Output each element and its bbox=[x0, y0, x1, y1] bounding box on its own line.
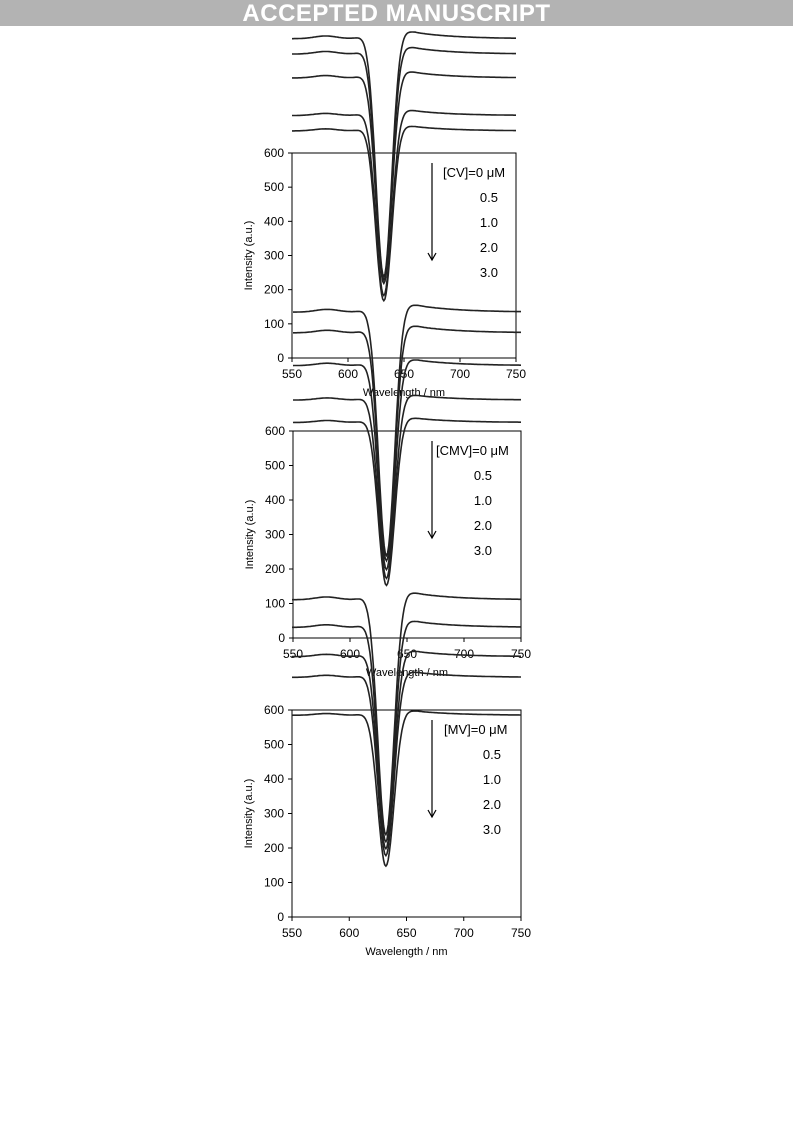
legend-entry-3: 2.0 bbox=[480, 240, 498, 255]
series-line-3 bbox=[293, 394, 521, 580]
plot-frame bbox=[291, 709, 522, 918]
legend-entry-1: 0.5 bbox=[483, 747, 501, 762]
legend-entry-1: 0.5 bbox=[480, 190, 498, 205]
x-tick-label: 700 bbox=[450, 367, 470, 381]
y-tick-label: 500 bbox=[264, 180, 284, 194]
y-tick-label: 200 bbox=[265, 562, 285, 576]
legend-entry-3: 2.0 bbox=[483, 797, 501, 812]
y-tick-label: 400 bbox=[264, 214, 284, 228]
legend-entry-2: 1.0 bbox=[480, 215, 498, 230]
x-axis-label: Wavelength / nm bbox=[366, 667, 448, 679]
legend-entry-3: 2.0 bbox=[474, 518, 492, 533]
legend-entry-2: 1.0 bbox=[474, 493, 492, 508]
x-tick-label: 600 bbox=[338, 367, 358, 381]
series-line-4 bbox=[292, 125, 516, 303]
accepted-manuscript-banner: ACCEPTED MANUSCRIPT bbox=[0, 0, 793, 27]
y-tick-label: 100 bbox=[264, 317, 284, 331]
y-axis-label: Intensity (a.u.) bbox=[244, 500, 256, 570]
y-tick-label: 200 bbox=[264, 841, 284, 855]
y-axis-label: Intensity (a.u.) bbox=[243, 779, 255, 849]
series-line-4 bbox=[291, 710, 521, 868]
x-tick-label: 750 bbox=[506, 367, 526, 381]
trend-arrow-head bbox=[427, 252, 437, 262]
series-line-2 bbox=[292, 650, 521, 851]
series-line-1 bbox=[293, 325, 521, 563]
series-line-0 bbox=[293, 304, 521, 558]
plot-frame bbox=[292, 430, 522, 639]
y-tick-label: 100 bbox=[265, 597, 285, 611]
series-line-2 bbox=[292, 359, 521, 572]
y-tick-label: 500 bbox=[264, 738, 284, 752]
y-tick-label: 300 bbox=[265, 528, 285, 542]
series-line-1 bbox=[292, 46, 516, 282]
x-tick-label: 550 bbox=[282, 367, 302, 381]
x-tick-label: 700 bbox=[454, 926, 474, 940]
y-tick-label: 0 bbox=[277, 910, 284, 924]
y-tick-label: 300 bbox=[264, 249, 284, 263]
legend-entry-0: [CV]=0 μM bbox=[443, 165, 505, 180]
y-axis-label: Intensity (a.u.) bbox=[243, 221, 255, 291]
x-axis-label: Wavelength / nm bbox=[365, 946, 447, 958]
legend-entry-0: [MV]=0 μM bbox=[444, 722, 507, 737]
series-line-1 bbox=[292, 620, 521, 844]
x-tick-label: 650 bbox=[396, 926, 416, 940]
y-tick-label: 0 bbox=[278, 631, 285, 645]
trend-arrow-head bbox=[427, 809, 437, 819]
legend-entry-4: 3.0 bbox=[480, 265, 498, 280]
y-tick-label: 200 bbox=[264, 283, 284, 297]
series-line-0 bbox=[292, 31, 516, 279]
x-tick-label: 600 bbox=[339, 926, 359, 940]
y-tick-label: 600 bbox=[264, 146, 284, 160]
x-tick-label: 600 bbox=[340, 647, 360, 661]
y-tick-label: 400 bbox=[264, 772, 284, 786]
x-tick-label: 700 bbox=[454, 647, 474, 661]
x-tick-label: 550 bbox=[283, 647, 303, 661]
y-tick-label: 0 bbox=[277, 351, 284, 365]
y-tick-label: 500 bbox=[265, 459, 285, 473]
legend-entry-4: 3.0 bbox=[483, 822, 501, 837]
trend-arrow-head bbox=[427, 530, 437, 540]
series-line-4 bbox=[292, 417, 521, 587]
chart-mv: 0 100 200 300 400 500 600 550 600 650 700 750 Wavele… bbox=[243, 592, 531, 958]
y-tick-label: 600 bbox=[264, 703, 284, 717]
x-tick-label: 550 bbox=[282, 926, 302, 940]
series-line-0 bbox=[292, 592, 521, 837]
series-line-3 bbox=[292, 671, 521, 858]
legend-entry-1: 0.5 bbox=[474, 468, 492, 483]
series-line-2 bbox=[292, 71, 516, 286]
y-tick-label: 300 bbox=[264, 807, 284, 821]
legend-entry-0: [CMV]=0 μM bbox=[436, 443, 509, 458]
y-tick-label: 400 bbox=[265, 493, 285, 507]
legend-entry-4: 3.0 bbox=[474, 543, 492, 558]
y-tick-label: 100 bbox=[264, 876, 284, 890]
series-line-3 bbox=[292, 109, 516, 298]
y-tick-label: 600 bbox=[265, 424, 285, 438]
x-tick-label: 750 bbox=[511, 647, 531, 661]
x-tick-label: 750 bbox=[511, 926, 531, 940]
legend-entry-2: 1.0 bbox=[483, 772, 501, 787]
